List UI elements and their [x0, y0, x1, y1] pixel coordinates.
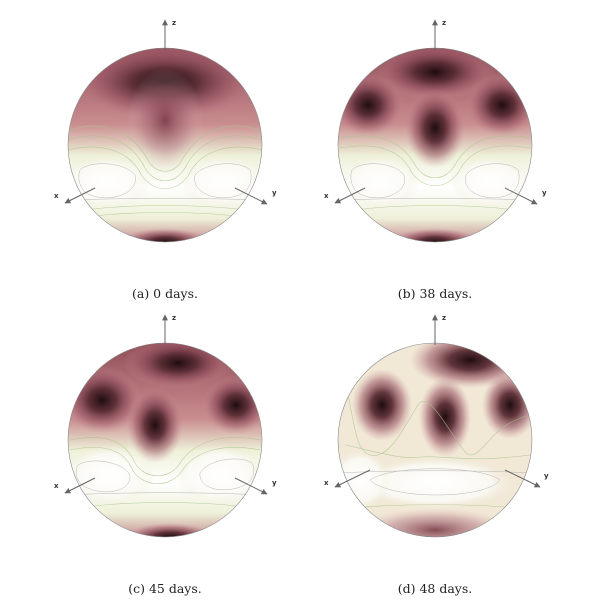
- x-axis-label: x: [324, 192, 329, 200]
- caption-c: (c) 45 days.: [128, 581, 202, 596]
- sphere-plot-a: z x y: [54, 19, 277, 243]
- caption-d: (d) 48 days.: [397, 581, 473, 596]
- sphere-surface: [68, 343, 262, 537]
- y-axis-label: y: [272, 479, 277, 487]
- sphere-plot-c: z x y: [54, 314, 277, 538]
- sphere-plot-b: z x y: [324, 19, 547, 243]
- sphere-surface: [338, 48, 532, 242]
- x-axis-label: x: [324, 479, 329, 487]
- z-axis-label: z: [172, 19, 176, 27]
- panel-a: z x y (a) 0 days.: [30, 10, 300, 301]
- sphere-surface: [338, 343, 532, 537]
- sphere-surface: [68, 48, 262, 242]
- z-axis-label: z: [172, 314, 176, 322]
- x-axis-label: x: [54, 482, 59, 490]
- y-axis-label: y: [542, 189, 547, 197]
- sphere-plot-d: z x y: [324, 314, 549, 538]
- z-axis-label: z: [442, 19, 446, 27]
- caption-a: (a) 0 days.: [131, 286, 198, 301]
- caption-b: (b) 38 days.: [397, 286, 473, 301]
- panel-d: z x y (d) 48 days.: [300, 305, 570, 596]
- panel-b: z x y (b) 38 days.: [300, 10, 570, 301]
- x-axis-label: x: [54, 192, 59, 200]
- y-axis-label: y: [544, 472, 549, 480]
- z-axis-label: z: [442, 314, 446, 322]
- y-axis-label: y: [272, 189, 277, 197]
- panel-c: z x y (c) 45 days.: [30, 305, 300, 596]
